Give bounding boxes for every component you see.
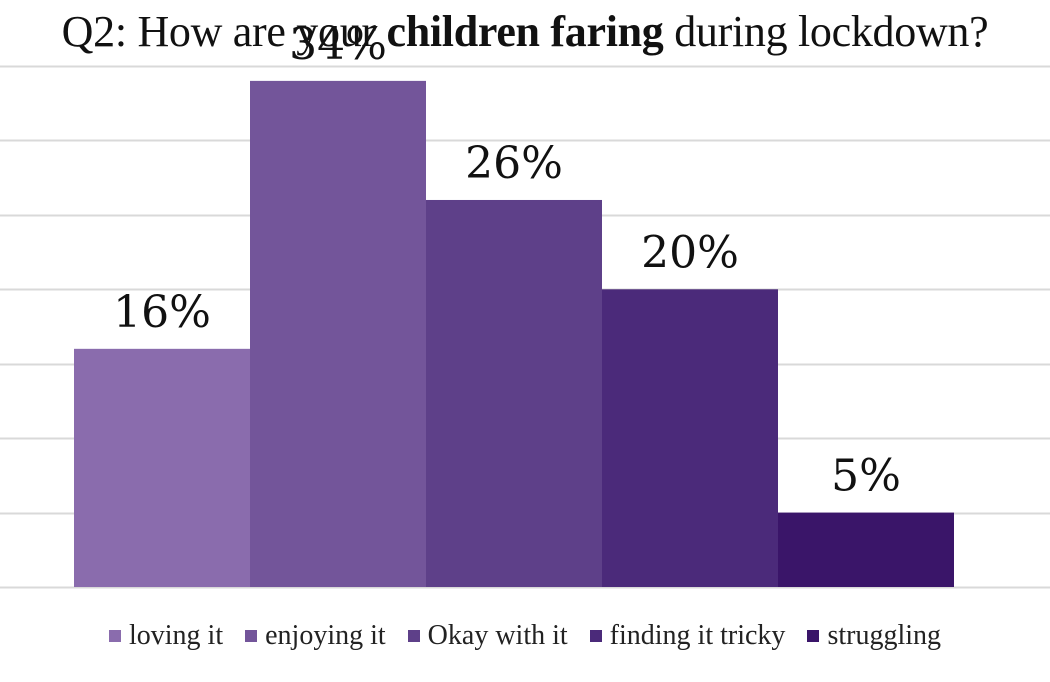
data-label-loving-it: 16% xyxy=(113,287,211,338)
bars xyxy=(74,80,954,587)
legend-label: struggling xyxy=(827,620,941,651)
bar-loving-it xyxy=(74,348,250,587)
data-labels: 16% 34% 26% 20% 5% xyxy=(113,19,901,502)
data-label-finding-it-tricky: 20% xyxy=(641,227,739,278)
legend-label: finding it tricky xyxy=(609,620,786,651)
bar-okay-with-it xyxy=(426,199,602,587)
legend-swatch xyxy=(589,630,602,642)
legend-label: enjoying it xyxy=(265,620,386,651)
chart-title-emphasis: children faring xyxy=(386,7,664,56)
legend-label: Okay with it xyxy=(427,620,568,651)
legend-label: loving it xyxy=(129,620,224,651)
legend-swatch xyxy=(109,630,121,642)
chart-title-suffix: during lockdown? xyxy=(663,7,989,56)
legend-swatch xyxy=(407,630,420,642)
data-label-enjoying-it: 34% xyxy=(289,19,387,70)
legend: loving it enjoying it Okay with it finding … xyxy=(0,620,1050,652)
chart-title: Q2: How are your children faring during … xyxy=(0,6,1050,57)
data-label-struggling: 5% xyxy=(831,451,901,502)
legend-item-okay-with-it: Okay with it xyxy=(407,620,568,652)
legend-item-loving-it: loving it xyxy=(109,620,223,652)
bar-enjoying-it xyxy=(250,80,426,587)
legend-swatch xyxy=(807,630,820,642)
legend-item-enjoying-it: enjoying it xyxy=(245,620,386,652)
legend-swatch xyxy=(245,630,258,642)
chart-title-prefix: Q2: How are your xyxy=(61,7,387,56)
bar-struggling xyxy=(778,512,954,587)
bar-finding-it-tricky xyxy=(602,289,778,587)
legend-item-finding-it-tricky: finding it tricky xyxy=(589,620,786,652)
data-label-okay-with-it: 26% xyxy=(465,138,563,189)
bar-chart: 16% 34% 26% 20% 5% xyxy=(0,19,1050,589)
legend-item-struggling: struggling xyxy=(807,620,941,652)
